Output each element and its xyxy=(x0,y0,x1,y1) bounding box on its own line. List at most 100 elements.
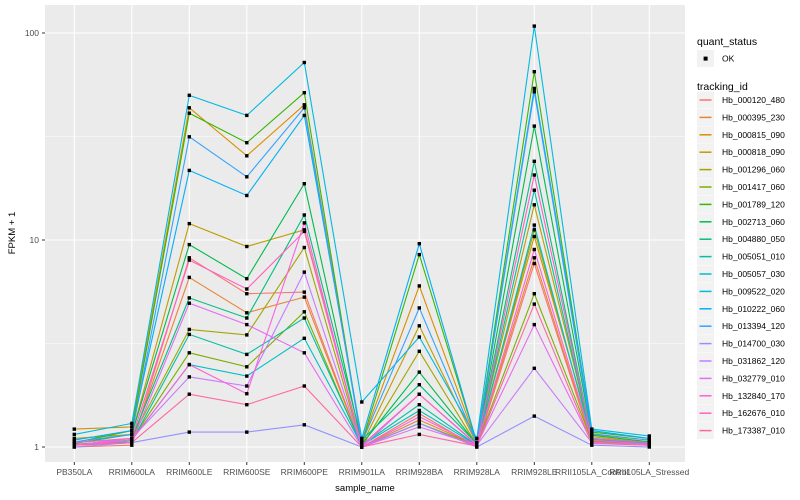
data-point xyxy=(417,306,421,310)
data-point xyxy=(417,432,421,437)
data-point xyxy=(532,228,536,232)
data-point xyxy=(417,403,421,407)
data-point xyxy=(187,93,191,97)
ok-point-icon xyxy=(703,56,708,61)
data-point xyxy=(417,425,421,429)
plot-panel xyxy=(45,5,685,462)
data-point xyxy=(187,332,191,337)
data-point xyxy=(245,374,249,378)
data-point xyxy=(417,284,421,288)
data-point xyxy=(187,275,191,280)
data-point xyxy=(130,440,134,445)
data-point xyxy=(245,292,249,296)
data-point xyxy=(417,242,421,246)
data-point xyxy=(302,182,306,186)
data-point xyxy=(302,229,306,234)
data-point xyxy=(647,440,651,445)
data-point xyxy=(72,445,76,449)
data-point xyxy=(302,423,306,427)
data-point xyxy=(302,351,306,355)
data-point xyxy=(360,440,364,445)
data-point xyxy=(245,316,249,320)
data-point xyxy=(532,203,536,207)
x-axis-title: sample_name xyxy=(335,483,395,494)
data-point xyxy=(417,421,421,426)
legend-item-label: Hb_000818_090 xyxy=(722,147,785,157)
data-point xyxy=(417,335,421,339)
data-point xyxy=(302,384,306,388)
x-tick-label: RRII105LA_Control xyxy=(555,467,629,477)
data-point xyxy=(245,277,249,281)
data-point xyxy=(417,418,421,422)
data-point xyxy=(130,436,134,441)
data-point xyxy=(187,392,191,396)
data-point xyxy=(302,213,306,217)
data-point xyxy=(130,443,134,447)
data-point xyxy=(417,383,421,387)
y-tick-label: 10 xyxy=(30,235,40,245)
data-point xyxy=(130,432,134,437)
data-point xyxy=(532,24,536,28)
data-point xyxy=(302,316,306,320)
data-point xyxy=(187,106,191,110)
data-point xyxy=(532,292,536,296)
data-point xyxy=(245,193,249,198)
legend-quant-status-title: quant_status xyxy=(697,36,757,48)
data-point xyxy=(187,111,191,115)
x-tick-label: RRIM928BA xyxy=(396,467,444,477)
data-point xyxy=(532,159,536,163)
data-point xyxy=(532,188,536,192)
data-point xyxy=(302,295,306,299)
data-point xyxy=(417,370,421,374)
data-point xyxy=(302,60,306,65)
data-point xyxy=(302,245,306,250)
data-point xyxy=(532,173,536,177)
data-point xyxy=(532,86,536,91)
x-tick-label: RRIM928LA xyxy=(454,467,501,477)
legend-item-label: Hb_001417_060 xyxy=(722,182,785,192)
data-point xyxy=(360,436,364,441)
data-point xyxy=(245,384,249,388)
legend-item-label: Hb_162676_010 xyxy=(722,408,785,418)
data-point xyxy=(417,252,421,257)
data-point xyxy=(532,414,536,418)
data-point xyxy=(245,352,249,357)
data-point xyxy=(302,310,306,314)
data-point xyxy=(475,444,479,448)
data-point xyxy=(647,434,651,438)
data-point xyxy=(532,234,536,239)
data-point xyxy=(72,432,76,437)
data-point xyxy=(417,411,421,416)
data-point xyxy=(187,168,191,173)
legend-item-label: Hb_009522_020 xyxy=(722,286,785,296)
data-point xyxy=(187,375,191,379)
data-point xyxy=(590,443,594,447)
legend-item-label: Hb_000395_230 xyxy=(722,112,785,122)
series-points xyxy=(72,24,651,449)
x-tick-label: PB350LA xyxy=(56,467,92,477)
data-point xyxy=(417,324,421,328)
x-tick-label: RRIM600SE xyxy=(223,467,271,477)
legend-entries: Hb_000120_480 Hb_000395_230 Hb_000815_090 H… xyxy=(697,91,785,440)
data-point xyxy=(475,436,479,441)
data-point xyxy=(187,301,191,305)
data-point xyxy=(532,302,536,306)
data-point xyxy=(590,428,594,433)
data-point xyxy=(130,421,134,426)
data-point xyxy=(475,442,479,446)
data-point xyxy=(245,113,249,118)
data-point xyxy=(532,247,536,252)
data-point xyxy=(302,113,306,118)
data-point xyxy=(532,256,536,260)
data-point xyxy=(302,270,306,274)
legend-item-label: Hb_031862_120 xyxy=(722,356,785,366)
data-point xyxy=(532,366,536,370)
data-point xyxy=(647,443,651,447)
data-point xyxy=(532,90,536,94)
data-point xyxy=(532,124,536,128)
data-point xyxy=(532,322,536,327)
data-point xyxy=(245,154,249,158)
y-axis-title: FPKM + 1 xyxy=(7,212,18,255)
data-point xyxy=(302,91,306,95)
